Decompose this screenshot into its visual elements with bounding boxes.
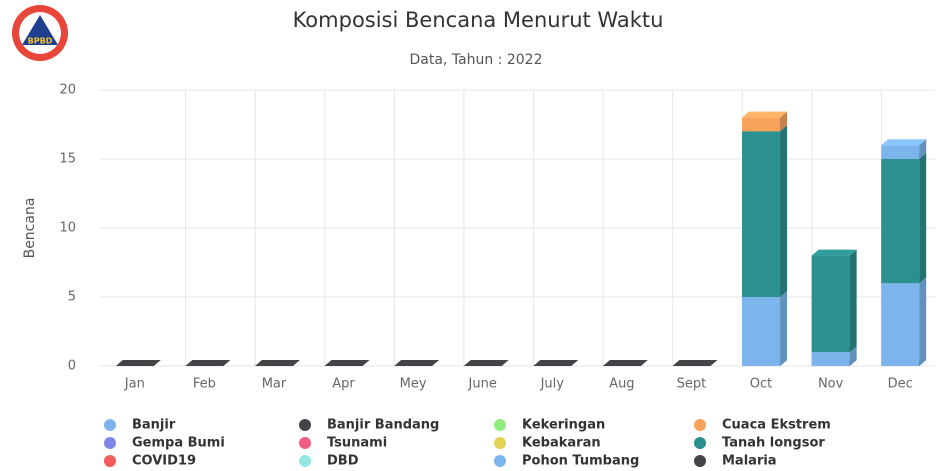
y-tick-label: 0	[68, 359, 76, 374]
bar-segment	[881, 153, 927, 284]
bar-side	[780, 125, 788, 298]
bar-front	[742, 117, 781, 132]
legend-marker	[494, 455, 506, 467]
legend-marker	[299, 455, 311, 467]
y-tick-label: 20	[59, 83, 76, 98]
legend-label: Banjir	[132, 418, 176, 433]
column-base	[672, 360, 718, 366]
column-base	[394, 360, 440, 366]
legend-label: Pohon Tumbang	[522, 454, 639, 469]
column-base	[115, 360, 161, 366]
legend-marker	[104, 419, 116, 431]
logo-triangle	[22, 15, 58, 45]
legend-label: Gempa Bumi	[132, 436, 225, 451]
logo-text: BPBD	[28, 37, 53, 46]
legend-label: Banjir Bandang	[327, 418, 439, 433]
column-base	[463, 360, 509, 366]
y-axis-label: Bencana	[22, 198, 38, 259]
legend-marker	[104, 455, 116, 467]
y-tick-label: 15	[59, 152, 76, 167]
x-tick-label: Sept	[677, 377, 707, 392]
chart-subtitle: Data, Tahun : 2022	[409, 52, 542, 68]
bar-side	[780, 111, 788, 132]
bar-segment	[811, 249, 857, 353]
column-base	[602, 360, 648, 366]
column-base	[254, 360, 300, 366]
x-tick-label: Feb	[193, 377, 216, 392]
x-tick-label: June	[468, 377, 497, 392]
column-base	[324, 360, 370, 366]
legend-label: Kekeringan	[522, 418, 605, 433]
x-tick-label: Jan	[124, 377, 145, 392]
bar-side	[849, 346, 857, 366]
bar-front	[881, 283, 920, 366]
x-tick-label: Apr	[332, 377, 355, 392]
bar-side	[919, 153, 927, 284]
legend-marker	[299, 437, 311, 449]
bar-segment	[742, 291, 788, 366]
bar-top	[811, 249, 857, 256]
bar-segment	[881, 139, 927, 159]
legend-marker	[299, 419, 311, 431]
legend-label: Kebakaran	[522, 436, 601, 451]
legend-marker	[694, 455, 706, 467]
bar-front	[811, 352, 850, 366]
bar-segment	[881, 277, 927, 366]
logo: BPBD	[12, 5, 68, 61]
x-tick-label: Nov	[818, 377, 844, 392]
legend-marker	[694, 419, 706, 431]
legend-label: Tanah longsor	[722, 436, 825, 451]
bar-front	[881, 145, 920, 159]
legend-label: DBD	[327, 454, 359, 469]
chart-title: Komposisi Bencana Menurut Waktu	[293, 8, 664, 32]
bar-top	[881, 139, 927, 146]
y-tick-label: 10	[59, 221, 76, 236]
bar-segment	[742, 111, 788, 132]
bar-front	[881, 159, 920, 284]
bar-segment	[742, 125, 788, 298]
legend-marker	[494, 437, 506, 449]
x-tick-label: Oct	[750, 377, 772, 392]
legend-label: COVID19	[132, 454, 196, 469]
x-tick-label: Dec	[888, 377, 913, 392]
x-tick-label: Mey	[400, 377, 427, 392]
bar-front	[742, 297, 781, 366]
bar-front	[811, 255, 850, 353]
x-tick-label: July	[540, 377, 565, 392]
bar-side	[919, 277, 927, 366]
x-tick-label: Mar	[262, 377, 287, 392]
x-tick-label: Aug	[609, 377, 634, 392]
column-base	[185, 360, 231, 366]
legend-label: Malaria	[722, 454, 777, 469]
legend-label: Cuaca Ekstrem	[722, 418, 831, 433]
column-base	[533, 360, 579, 366]
bar-front	[742, 131, 781, 297]
bar-side	[849, 249, 857, 353]
bar-top	[742, 111, 788, 118]
bar-side	[919, 139, 927, 159]
legend-marker	[694, 437, 706, 449]
y-tick-label: 5	[68, 290, 76, 305]
legend-marker	[494, 419, 506, 431]
bar-side	[780, 291, 788, 366]
legend-marker	[104, 437, 116, 449]
legend-label: Tsunami	[327, 436, 387, 451]
